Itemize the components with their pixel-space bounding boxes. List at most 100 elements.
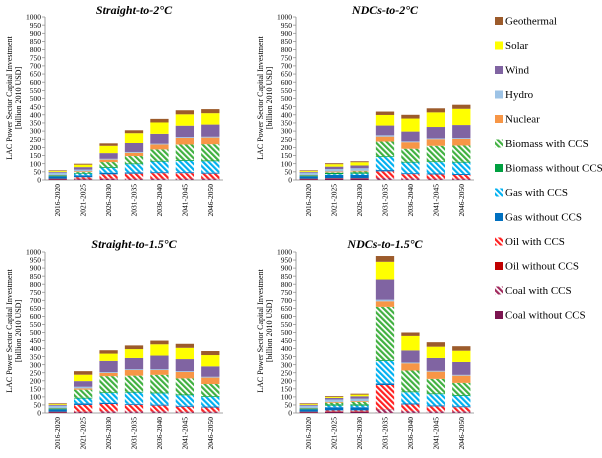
- bar-segment-biomass-without-ccs: [124, 163, 144, 165]
- x-tick-label: 2026-2030: [104, 417, 113, 450]
- bar-segment-gas-without-ccs: [48, 409, 67, 412]
- legend-swatch: [495, 286, 503, 295]
- bar-segment-solar: [99, 145, 118, 154]
- bar-segment-gas-with-ccs: [401, 392, 420, 404]
- y-tick-label: 850: [281, 37, 293, 46]
- bar-segment-coal-with-ccs: [426, 178, 446, 180]
- bar-2036-2040: [150, 340, 169, 413]
- chart-ndcs-to-1-5-c: NDCs-to-1.5°C LAC Power Sector Capital In…: [256, 237, 474, 450]
- legend-item-gas-with-ccs: Gas with CCS: [495, 187, 568, 199]
- bar-segment-solar: [350, 394, 369, 397]
- bar-segment-wind: [201, 366, 220, 377]
- bar-segment-biomass-with-ccs: [375, 141, 395, 157]
- bar-segment-solar: [299, 171, 318, 172]
- y-tick-label: 950: [281, 21, 293, 30]
- bar-2036-2040: [401, 332, 420, 413]
- y-tick-label: 150: [30, 384, 42, 393]
- bar-segment-biomass-with-ccs: [150, 149, 169, 161]
- bar-segment-geothermal: [48, 403, 67, 405]
- bar-segment-geothermal: [150, 118, 169, 123]
- bar-segment-coal-without-ccs: [324, 178, 344, 180]
- bar-segment-hydro: [375, 299, 395, 302]
- bar-segment-gas-with-ccs: [175, 395, 195, 406]
- x-tick-label: 2016-2020: [53, 184, 62, 217]
- bar-segment-biomass-without-ccs: [48, 175, 67, 177]
- bar-segment-oil-with-ccs: [324, 410, 344, 412]
- y-tick-label: 300: [281, 360, 293, 369]
- bar-segment-geothermal: [350, 393, 369, 395]
- legend-item-coal-without-ccs: Coal without CCS: [495, 310, 586, 322]
- bar-segment-geothermal: [350, 161, 369, 163]
- bar-segment-wind: [426, 357, 446, 371]
- bar-segment-hydro: [73, 386, 93, 389]
- bar-segment-solar: [48, 171, 67, 172]
- legend-swatch: [495, 213, 503, 221]
- bar-segment-coal-with-ccs: [401, 411, 420, 413]
- bar-segment-biomass-with-ccs: [175, 144, 195, 160]
- legend-label: Gas without CCS: [505, 212, 582, 224]
- bar-segment-oil-with-ccs: [401, 404, 420, 411]
- bar-segment-coal-with-ccs: [201, 411, 220, 413]
- legend-swatch: [495, 115, 503, 123]
- legend-label: Biomass with CCS: [505, 138, 589, 150]
- legend-swatch: [495, 139, 503, 148]
- y-tick-label: 0: [37, 409, 41, 418]
- bar-segment-wind: [299, 171, 318, 173]
- bar-segment-coal-with-ccs: [99, 178, 118, 180]
- y-tick-label: 100: [30, 159, 42, 168]
- bar-segment-solar: [452, 108, 471, 126]
- bar-segment-geothermal: [324, 163, 344, 165]
- bar-segment-biomass-without-ccs: [99, 166, 118, 168]
- bar-segment-coal-with-ccs: [452, 411, 471, 413]
- bar-segment-coal-with-ccs: [375, 409, 395, 413]
- bar-segment-nuclear: [175, 137, 195, 145]
- y-tick-label: 0: [288, 176, 292, 185]
- bar-segment-biomass-without-ccs: [124, 391, 144, 393]
- y-tick-label: 350: [30, 119, 42, 128]
- bar-segment-gas-with-ccs: [99, 167, 118, 173]
- bar-segment-geothermal: [99, 350, 118, 354]
- y-tick-label: 450: [30, 102, 42, 111]
- bar-segment-gas-without-ccs: [150, 172, 169, 174]
- bar-segment-gas-without-ccs: [324, 174, 344, 179]
- bar-segment-biomass-with-ccs: [175, 378, 195, 395]
- x-tick-label: 2046-2050: [206, 417, 215, 450]
- bar-segment-hydro: [426, 370, 446, 372]
- bar-2041-2045: [175, 343, 195, 413]
- y-axis-unit-label: [billion 2010 USD]: [265, 300, 274, 363]
- bar-segment-coal-without-ccs: [350, 178, 369, 180]
- y-tick-label: 1000: [277, 13, 292, 22]
- bar-segment-wind: [175, 125, 195, 138]
- bar-segment-biomass-without-ccs: [324, 172, 344, 175]
- bar-segment-nuclear: [375, 136, 395, 142]
- y-tick-label: 800: [281, 45, 293, 54]
- bar-segment-nuclear: [452, 138, 471, 146]
- x-tick-label: 2046-2050: [457, 184, 466, 217]
- y-tick-label: 500: [30, 328, 42, 337]
- y-tick-label: 800: [30, 280, 42, 289]
- bar-segment-gas-with-ccs: [150, 161, 169, 173]
- bar-segment-nuclear: [150, 144, 169, 150]
- x-tick-label: 2031-2035: [381, 417, 390, 450]
- bar-segment-oil-with-ccs: [99, 174, 118, 179]
- bar-segment-biomass-without-ccs: [201, 396, 220, 397]
- y-tick-label: 900: [30, 29, 42, 38]
- bar-segment-coal-without-ccs: [48, 412, 67, 413]
- bar-segment-geothermal: [452, 346, 471, 351]
- y-tick-label: 800: [281, 280, 293, 289]
- y-axis-unit-label: [billion 2010 USD]: [14, 67, 23, 130]
- bar-segment-geothermal: [426, 342, 446, 347]
- bar-segment-biomass-without-ccs: [375, 156, 395, 158]
- bar-segment-solar: [426, 346, 446, 358]
- bar-segment-nuclear: [350, 401, 369, 402]
- bar-segment-geothermal: [99, 143, 118, 146]
- bar-segment-oil-with-ccs: [426, 174, 446, 179]
- bar-segment-biomass-with-ccs: [452, 382, 471, 395]
- bar-segment-biomass-with-ccs: [201, 144, 220, 161]
- bar-segment-oil-with-ccs: [150, 173, 169, 179]
- bar-segment-oil-with-ccs: [150, 405, 169, 412]
- bar-segment-hydro: [175, 137, 195, 138]
- bar-segment-hydro: [99, 372, 118, 373]
- bar-segment-gas-without-ccs: [299, 176, 318, 179]
- bar-segment-hydro: [324, 169, 344, 172]
